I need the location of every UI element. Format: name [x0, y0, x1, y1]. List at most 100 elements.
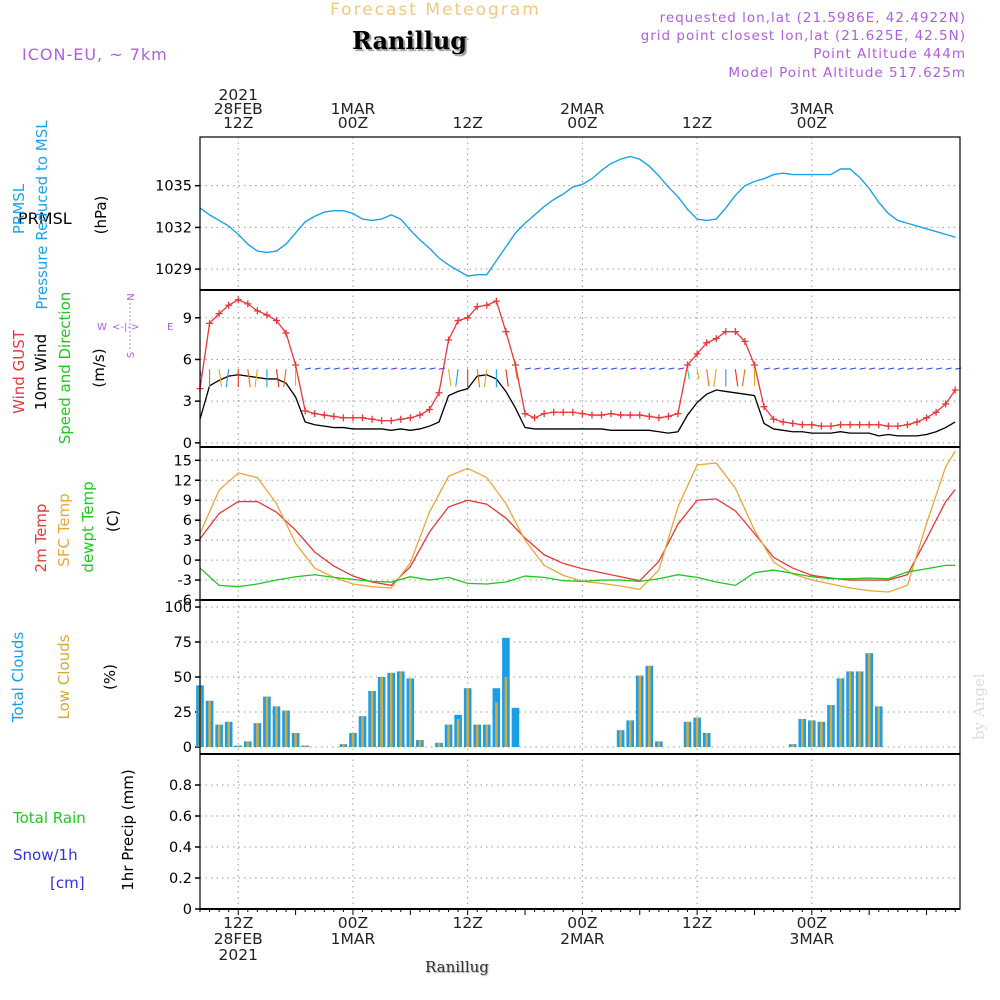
precip-unit: 1hr Precip (mm): [119, 769, 137, 890]
compass-arrows: <-|->: [112, 322, 139, 333]
low-cloud-bar: [227, 721, 230, 747]
gust-point: [923, 414, 931, 422]
wind-arrow: [448, 369, 452, 387]
gust-point: [607, 410, 615, 418]
model-name: ICON-EU, ~ 7km: [22, 45, 168, 64]
gust-point: [244, 300, 252, 308]
gust-point: [387, 417, 395, 425]
wind-arrow: [821, 367, 828, 370]
wind-arrow: [343, 367, 350, 370]
low-cloud-bar: [638, 675, 642, 747]
wind-arrow: [849, 367, 857, 370]
low-cloud-bar: [447, 724, 450, 747]
model-altitude: Model Point Altitude 517.625m: [728, 65, 966, 81]
y-tick-label: -6: [178, 593, 192, 609]
time-label-top: 3MAR: [790, 100, 835, 118]
gust-point: [817, 422, 825, 430]
wind-arrow: [830, 367, 838, 370]
pressure-label-a: PRMSL: [10, 183, 28, 234]
dewpt-label: dewpt Temp: [79, 481, 97, 572]
low-cloud-bar: [848, 671, 852, 747]
gust-point: [397, 415, 405, 423]
gust-label: Wind GUST: [10, 329, 28, 414]
y-tick-label: 0.8: [169, 778, 192, 794]
y-tick-label: 3: [183, 533, 192, 549]
wind-arrow: [713, 369, 717, 387]
time-label-bottom: 2MAR: [560, 930, 605, 948]
wind-arrow: [630, 367, 637, 370]
gust-point: [492, 297, 500, 305]
wind-arrow: [935, 367, 943, 370]
gust-point: [865, 421, 873, 429]
requested-coords: requested lon,lat (21.5986E, 42.4922N): [659, 10, 966, 26]
gust-point: [655, 414, 663, 422]
gust-point: [550, 408, 558, 416]
y-tick-label: 9: [183, 311, 192, 327]
y-tick-label: 0.2: [169, 871, 192, 887]
gust-point: [856, 421, 864, 429]
low-cloud-bar: [399, 671, 403, 747]
time-label-bottom: 28FEB: [214, 930, 263, 948]
wind-arrow: [668, 367, 675, 370]
wind-arrow: [254, 369, 258, 388]
low-cloud-bar: [246, 741, 250, 747]
time-label-bottom: 12Z: [223, 914, 253, 932]
compass-w: W: [97, 322, 107, 333]
low-clouds-label: Low Clouds: [55, 634, 73, 719]
gust-point: [588, 411, 596, 419]
wind-arrow: [381, 367, 388, 370]
gust-point: [301, 407, 309, 415]
compass-s: S: [126, 352, 137, 358]
low-cloud-bar: [217, 724, 221, 747]
wind-arrow: [218, 369, 223, 388]
low-cloud-bar: [867, 653, 871, 747]
y-tick-label: 6: [183, 513, 192, 529]
wind-arrow: [840, 367, 847, 370]
wind-arrow: [591, 367, 599, 370]
gust-point: [559, 408, 567, 416]
wind-arrow: [869, 367, 876, 370]
gust-point: [511, 361, 519, 369]
y-tick-label: 75: [174, 635, 192, 651]
wind-arrow: [371, 367, 379, 370]
low-cloud-bar: [351, 733, 355, 747]
y-tick-label: 15: [174, 453, 192, 469]
wind-arrow: [391, 367, 398, 370]
gust-point: [636, 411, 644, 419]
low-cloud-bar: [705, 733, 708, 747]
low-cloud-bar: [303, 745, 307, 747]
gust-point: [569, 408, 577, 416]
wind-arrow: [305, 367, 312, 370]
wind-arrow: [505, 369, 509, 387]
wind-arrow: [324, 367, 331, 370]
gust-point: [502, 328, 510, 336]
y-tick-label: 1029: [155, 262, 192, 278]
wind-arrow: [601, 367, 608, 370]
gust-point: [454, 317, 462, 325]
low-cloud-bar: [800, 719, 804, 747]
panel-frame: [199, 446, 961, 601]
time-label-bottom: 12Z: [682, 914, 712, 932]
time-label-top: 12Z: [682, 114, 712, 132]
time-label-bottom: 00Z: [797, 914, 827, 932]
gust-point: [521, 410, 529, 418]
snow-unit: [cm]: [50, 874, 85, 892]
gust-point: [684, 361, 692, 369]
super-title: Forecast Meteogram: [330, 0, 541, 20]
gust-point: [435, 389, 443, 397]
gust-point: [932, 408, 940, 416]
y-tick-label: 0.6: [169, 809, 192, 825]
y-tick-label: 12: [174, 473, 192, 489]
gust-point: [416, 411, 424, 419]
gust-point: [703, 339, 711, 347]
gust-point: [282, 329, 290, 337]
low-cloud-bar: [208, 700, 211, 747]
gust-point: [378, 417, 386, 425]
gust-point: [750, 361, 758, 369]
y-tick-label: 9: [183, 493, 192, 509]
gust-point: [664, 412, 672, 420]
wind-arrow: [410, 367, 417, 370]
low-cloud-bar: [485, 724, 489, 747]
wind-arrow: [314, 367, 321, 370]
time-label-top: 2MAR: [560, 100, 605, 118]
